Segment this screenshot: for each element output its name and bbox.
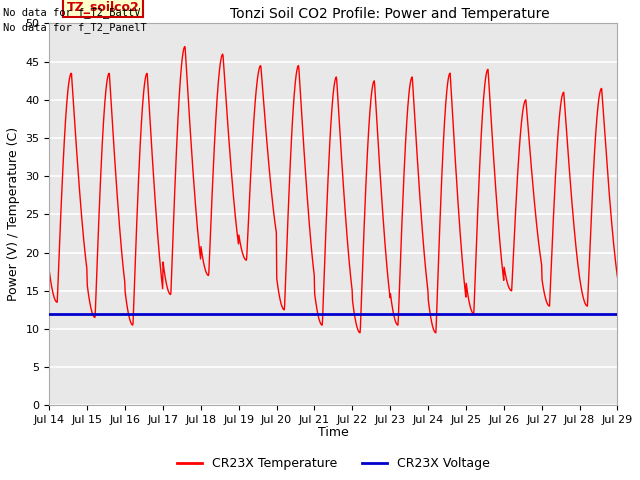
Y-axis label: Power (V) / Temperature (C): Power (V) / Temperature (C) [7,127,20,301]
X-axis label: Time: Time [318,426,349,440]
Title: Tonzi Soil CO2 Profile: Power and Temperature: Tonzi Soil CO2 Profile: Power and Temper… [230,7,550,21]
Legend: CR23X Temperature, CR23X Voltage: CR23X Temperature, CR23X Voltage [172,453,495,476]
Text: No data for f_T2_PanelT: No data for f_T2_PanelT [3,22,147,33]
Text: TZ_soilco2: TZ_soilco2 [67,0,139,13]
Text: No data for f_T2_BattV: No data for f_T2_BattV [3,7,141,18]
